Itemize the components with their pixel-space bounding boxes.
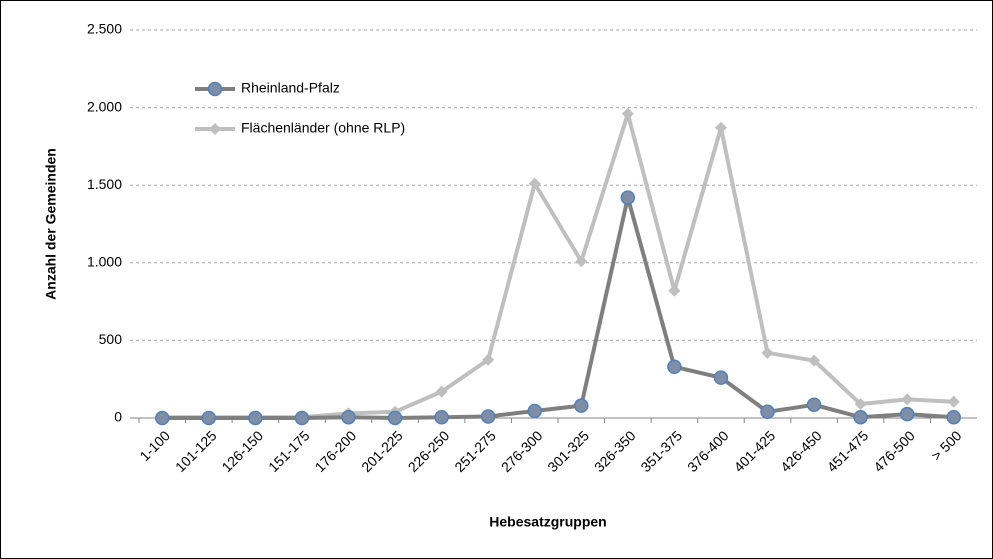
- y-axis-title: Anzahl der Gemeinden: [43, 148, 59, 300]
- point-marker: [209, 123, 221, 135]
- y-tick-label: 1.500: [87, 176, 122, 192]
- y-tick-label: 1.000: [87, 254, 122, 270]
- point-marker: [808, 354, 821, 367]
- point-marker: [620, 190, 636, 205]
- y-tick-label: 2.000: [87, 98, 122, 114]
- point-marker: [667, 359, 682, 375]
- point-marker: [761, 346, 774, 359]
- point-marker: [854, 398, 867, 411]
- point-marker: [434, 409, 449, 425]
- point-marker: [528, 177, 541, 190]
- point-marker: [341, 409, 356, 425]
- y-tick-label: 500: [99, 331, 123, 347]
- point-marker: [574, 398, 589, 413]
- point-marker: [482, 353, 495, 366]
- point-marker: [853, 409, 868, 425]
- point-marker: [621, 107, 634, 120]
- point-marker: [480, 409, 496, 424]
- point-marker: [806, 397, 822, 413]
- point-marker: [294, 410, 310, 426]
- point-marker: [901, 393, 914, 406]
- point-marker: [435, 385, 448, 398]
- point-marker: [207, 81, 223, 97]
- point-marker: [248, 410, 263, 426]
- point-marker: [713, 370, 729, 385]
- y-tick-label: 2.500: [87, 21, 122, 37]
- series-line: [162, 195, 954, 420]
- point-marker: [387, 410, 403, 426]
- point-marker: [760, 404, 775, 420]
- x-axis-title: Hebesatzgruppen: [489, 514, 606, 530]
- point-marker: [575, 255, 588, 268]
- point-marker: [899, 406, 915, 422]
- point-marker: [714, 121, 727, 134]
- point-marker: [947, 395, 960, 408]
- point-marker: [527, 403, 542, 419]
- point-marker: [201, 410, 217, 426]
- point-marker: [155, 410, 170, 426]
- y-tick-label: 0: [114, 409, 122, 425]
- point-marker: [946, 409, 961, 425]
- point-marker: [668, 284, 681, 297]
- legend-label: Flächenländer (ohne RLP): [241, 120, 405, 136]
- legend-label: Rheinland-Pfalz: [241, 80, 340, 96]
